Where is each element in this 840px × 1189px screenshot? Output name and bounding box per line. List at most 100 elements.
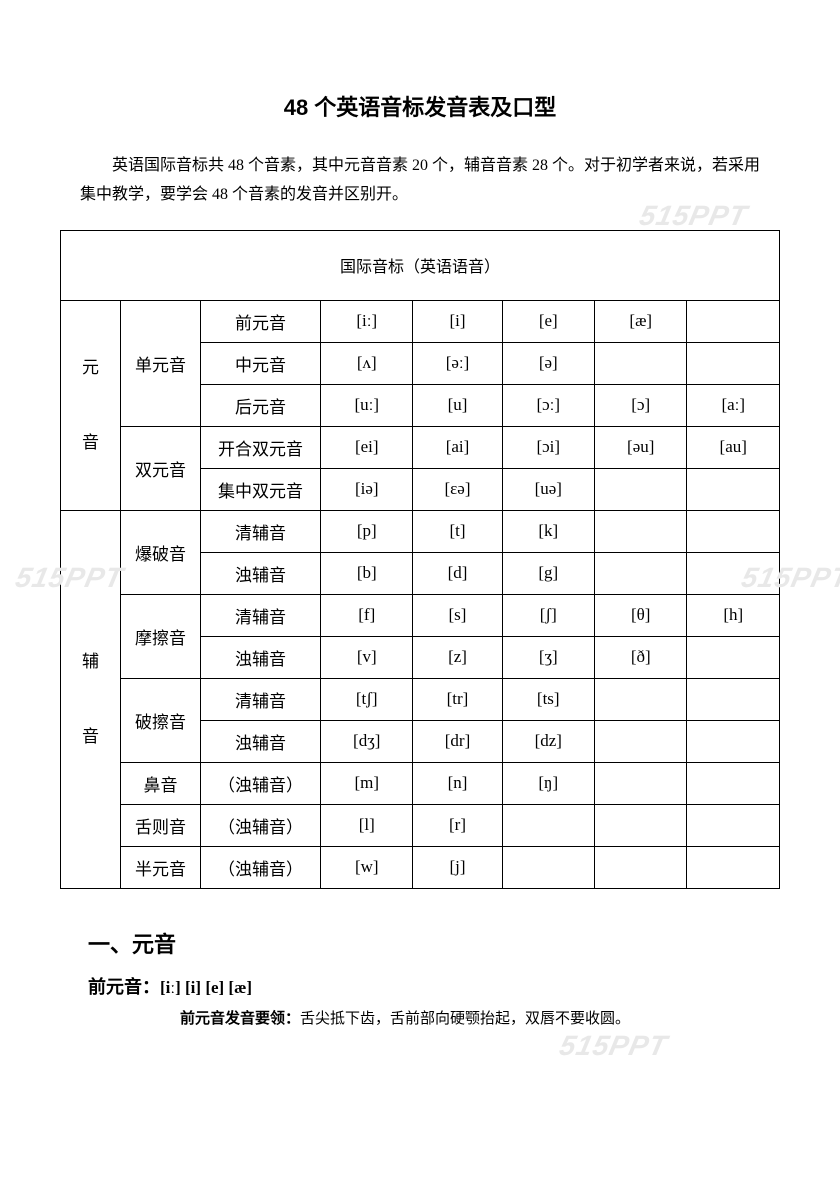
ipa-cell: [687, 636, 780, 678]
section-heading-vowels: 一、元音: [88, 927, 780, 959]
row-type: （浊辅音）: [201, 846, 321, 888]
document-page: 48 个英语音标发音表及口型 英语国际音标共 48 个音素，其中元音音素 20 …: [0, 0, 840, 1189]
ipa-cell: [ʒ]: [502, 636, 594, 678]
ipa-cell: [u]: [413, 384, 502, 426]
row-type: 浊辅音: [201, 720, 321, 762]
ipa-cell: [ts]: [502, 678, 594, 720]
ipa-cell: [w]: [321, 846, 413, 888]
ipa-cell: [əu]: [595, 426, 687, 468]
ipa-cell: [ai]: [413, 426, 502, 468]
ipa-cell: [595, 342, 687, 384]
front-vowel-line: 前元音：[iː] [i] [e] [æ]: [88, 973, 780, 999]
ipa-cell: [z]: [413, 636, 502, 678]
ipa-cell: [dʒ]: [321, 720, 413, 762]
ipa-cell: [æ]: [595, 300, 687, 342]
sub-monophthong: 单元音: [121, 300, 201, 426]
ipa-cell: [dz]: [502, 720, 594, 762]
table-row: 半元音 （浊辅音） [w] [j]: [61, 846, 780, 888]
row-type: 清辅音: [201, 510, 321, 552]
front-vowel-symbols: [iː] [i] [e] [æ]: [160, 978, 252, 997]
ipa-cell: [595, 762, 687, 804]
ipa-cell: [iː]: [321, 300, 413, 342]
table-header: 国际音标（英语语音）: [61, 230, 780, 300]
ipa-cell: [595, 510, 687, 552]
ipa-cell: [e]: [502, 300, 594, 342]
ipa-cell: [tʃ]: [321, 678, 413, 720]
front-vowel-label: 前元音：: [88, 977, 160, 997]
ipa-cell: [aː]: [687, 384, 780, 426]
major-vowel: 元 音: [61, 300, 121, 510]
ipa-cell: [uː]: [321, 384, 413, 426]
ipa-cell: [ʃ]: [502, 594, 594, 636]
row-type: 清辅音: [201, 678, 321, 720]
ipa-cell: [s]: [413, 594, 502, 636]
ipa-cell: [ei]: [321, 426, 413, 468]
ipa-cell: [iə]: [321, 468, 413, 510]
ipa-cell: [595, 804, 687, 846]
ipa-cell: [687, 342, 780, 384]
row-type: 浊辅音: [201, 636, 321, 678]
sub-fricative: 摩擦音: [121, 594, 201, 678]
watermark-text: 515PPT: [557, 1030, 671, 1062]
row-type: 中元音: [201, 342, 321, 384]
table-row: 辅 音 爆破音 清辅音 [p] [t] [k]: [61, 510, 780, 552]
ipa-cell: [687, 510, 780, 552]
ipa-cell: [h]: [687, 594, 780, 636]
ipa-cell: [b]: [321, 552, 413, 594]
ipa-cell: [əː]: [413, 342, 502, 384]
sub-lateral: 舌则音: [121, 804, 201, 846]
table-row: 双元音 开合双元音 [ei] [ai] [ɔi] [əu] [au]: [61, 426, 780, 468]
ipa-cell: [687, 300, 780, 342]
ipa-cell: [595, 552, 687, 594]
row-type: （浊辅音）: [201, 762, 321, 804]
pronunciation-tip: 前元音发音要领：舌尖抵下齿，舌前部向硬颚抬起，双唇不要收圆。: [180, 1007, 780, 1028]
sub-affricate: 破擦音: [121, 678, 201, 762]
table-row: 元 音 单元音 前元音 [iː] [i] [e] [æ]: [61, 300, 780, 342]
ipa-cell: [n]: [413, 762, 502, 804]
ipa-cell: [dr]: [413, 720, 502, 762]
ipa-cell: [j]: [413, 846, 502, 888]
ipa-cell: [θ]: [595, 594, 687, 636]
ipa-cell: [595, 678, 687, 720]
ipa-cell: [502, 804, 594, 846]
ipa-cell: [t]: [413, 510, 502, 552]
page-title: 48 个英语音标发音表及口型: [60, 90, 780, 122]
table-row: 鼻音 （浊辅音） [m] [n] [ŋ]: [61, 762, 780, 804]
ipa-cell: [tr]: [413, 678, 502, 720]
ipa-cell: [ɔi]: [502, 426, 594, 468]
ipa-cell: [687, 720, 780, 762]
tip-text: 舌尖抵下齿，舌前部向硬颚抬起，双唇不要收圆。: [300, 1011, 630, 1027]
ipa-cell: [595, 720, 687, 762]
sub-nasal: 鼻音: [121, 762, 201, 804]
sub-diphthong: 双元音: [121, 426, 201, 510]
table-row: 舌则音 （浊辅音） [l] [r]: [61, 804, 780, 846]
sub-semivowel: 半元音: [121, 846, 201, 888]
ipa-cell: [687, 762, 780, 804]
ipa-cell: [p]: [321, 510, 413, 552]
table-row: 破擦音 清辅音 [tʃ] [tr] [ts]: [61, 678, 780, 720]
sub-plosive: 爆破音: [121, 510, 201, 594]
row-type: 开合双元音: [201, 426, 321, 468]
ipa-cell: [d]: [413, 552, 502, 594]
row-type: 浊辅音: [201, 552, 321, 594]
ipa-cell: [r]: [413, 804, 502, 846]
ipa-cell: [ŋ]: [502, 762, 594, 804]
ipa-table: 国际音标（英语语音） 元 音 单元音 前元音 [iː] [i] [e] [æ] …: [60, 230, 780, 889]
ipa-cell: [f]: [321, 594, 413, 636]
ipa-cell: [au]: [687, 426, 780, 468]
ipa-cell: [l]: [321, 804, 413, 846]
row-type: （浊辅音）: [201, 804, 321, 846]
row-type: 后元音: [201, 384, 321, 426]
ipa-cell: [ɛə]: [413, 468, 502, 510]
ipa-cell: [i]: [413, 300, 502, 342]
ipa-cell: [ə]: [502, 342, 594, 384]
table-row: 摩擦音 清辅音 [f] [s] [ʃ] [θ] [h]: [61, 594, 780, 636]
ipa-cell: [595, 846, 687, 888]
ipa-cell: [m]: [321, 762, 413, 804]
tip-label: 前元音发音要领：: [180, 1010, 300, 1027]
intro-paragraph: 英语国际音标共 48 个音素，其中元音音素 20 个，辅音音素 28 个。对于初…: [80, 152, 760, 210]
ipa-cell: [502, 846, 594, 888]
ipa-cell: [ð]: [595, 636, 687, 678]
ipa-cell: [ʌ]: [321, 342, 413, 384]
ipa-cell: [595, 468, 687, 510]
